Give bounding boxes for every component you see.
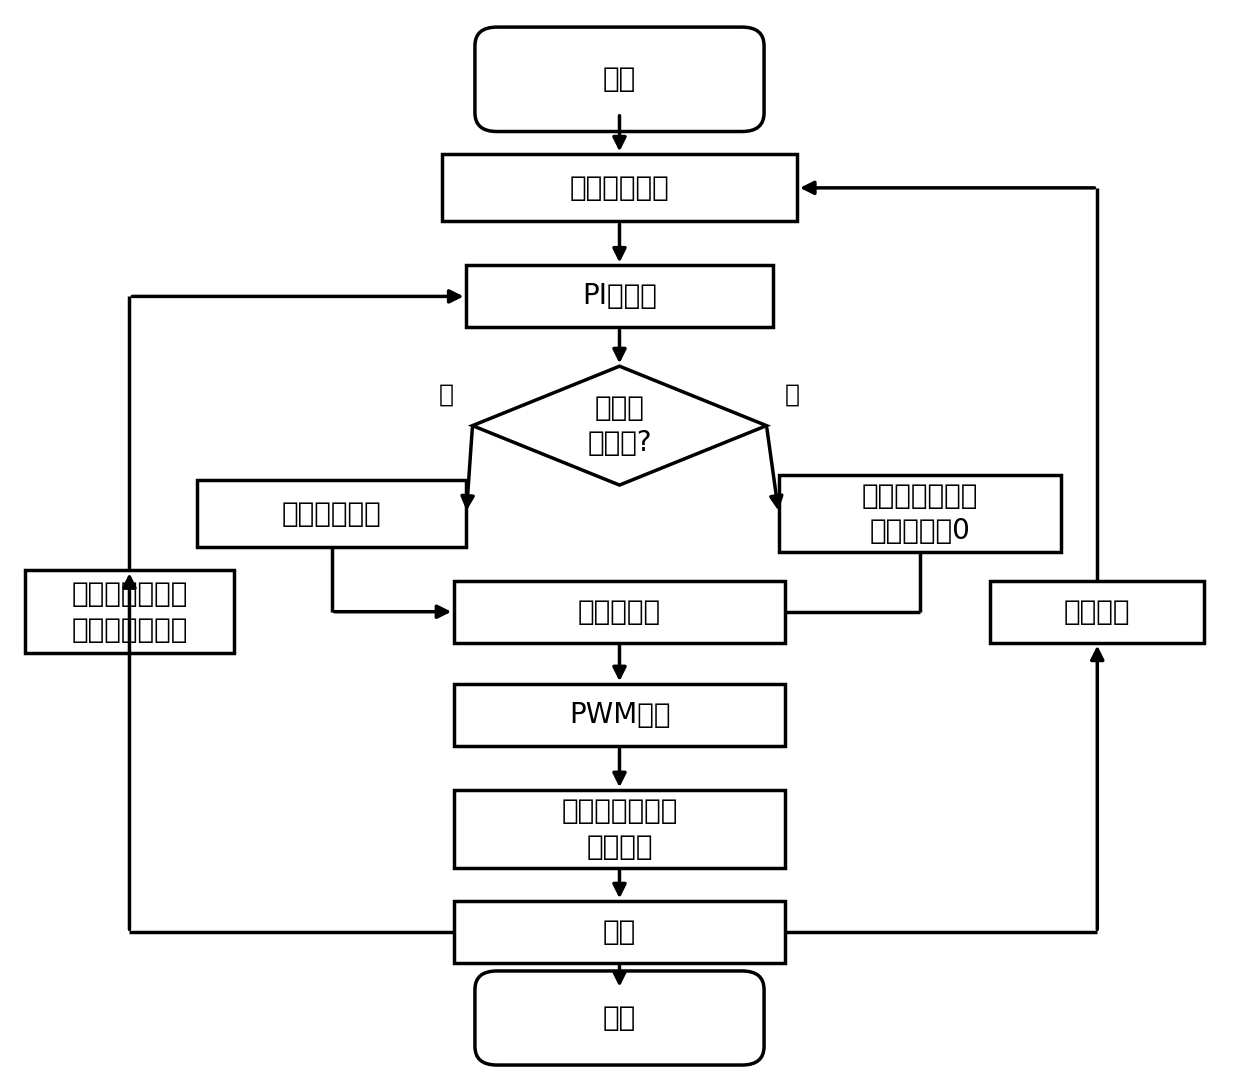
Text: 电机是
否故障?: 电机是 否故障? bbox=[587, 394, 652, 458]
Bar bbox=[25, 571, 234, 653]
Text: 滞环比较器: 滞环比较器 bbox=[577, 598, 662, 625]
Text: 发生故障电机参
考电流置为0: 发生故障电机参 考电流置为0 bbox=[861, 481, 978, 545]
Bar bbox=[990, 580, 1204, 642]
Text: 参考电流重构: 参考电流重构 bbox=[281, 499, 382, 527]
Bar bbox=[779, 475, 1061, 553]
Text: 开始: 开始 bbox=[603, 65, 636, 93]
Text: 电机: 电机 bbox=[603, 919, 636, 946]
Bar bbox=[442, 155, 797, 222]
Text: 给定参考转速: 给定参考转速 bbox=[570, 174, 669, 202]
Text: 结束: 结束 bbox=[603, 1004, 636, 1032]
Text: 是: 是 bbox=[784, 383, 800, 407]
Text: 转速计算: 转速计算 bbox=[1064, 598, 1130, 625]
Text: PI调节器: PI调节器 bbox=[582, 283, 657, 310]
Text: 电流计算、故障
检测、容错控制: 电流计算、故障 检测、容错控制 bbox=[72, 579, 187, 643]
Text: PWM模块: PWM模块 bbox=[569, 701, 670, 729]
Bar bbox=[197, 480, 466, 547]
FancyBboxPatch shape bbox=[475, 971, 764, 1065]
FancyBboxPatch shape bbox=[475, 27, 764, 131]
Bar bbox=[455, 790, 784, 867]
Text: 否: 否 bbox=[439, 383, 455, 407]
Polygon shape bbox=[472, 366, 767, 485]
Bar bbox=[466, 266, 773, 328]
Bar bbox=[455, 580, 784, 642]
Bar bbox=[455, 684, 784, 746]
Bar bbox=[455, 902, 784, 964]
Text: 五相电压源型容
错逆变器: 五相电压源型容 错逆变器 bbox=[561, 797, 678, 861]
